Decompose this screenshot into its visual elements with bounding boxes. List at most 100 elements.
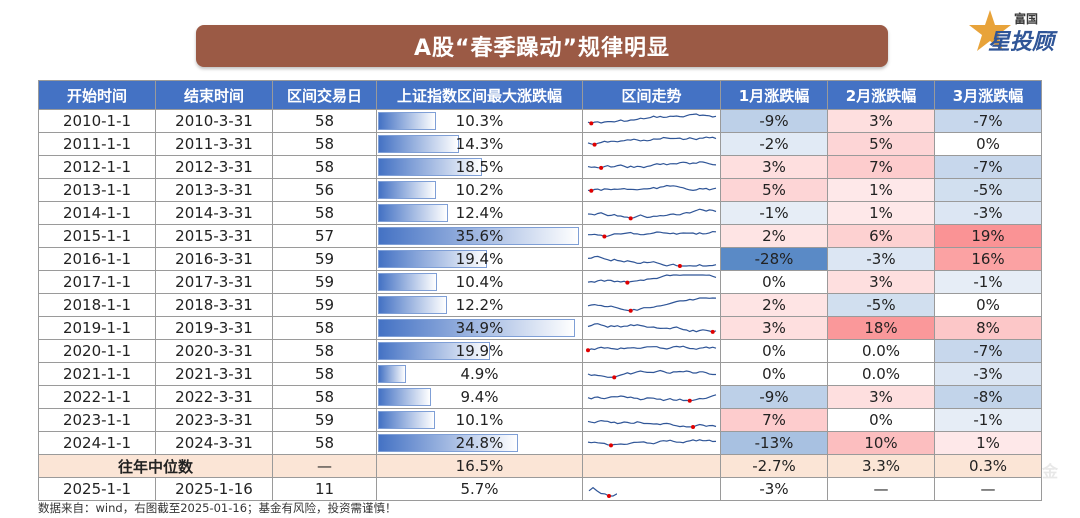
table-row: 2023-1-1 2023-3-31 59 10.1% 7% 0% -1%: [38, 408, 1042, 432]
end-date-cell: 2015-3-31: [155, 224, 273, 248]
trading-days-cell: 59: [272, 408, 377, 432]
median-max-cell: 16.5%: [376, 454, 583, 478]
sparkline-low-marker: [588, 121, 593, 126]
max-change-bar: [378, 411, 435, 429]
max-change-bar: [378, 319, 575, 337]
trend-cell: [582, 408, 721, 432]
feb-change-cell: —: [827, 477, 935, 501]
max-change-bar: [378, 434, 518, 452]
end-date-cell: 2013-3-31: [155, 178, 273, 202]
jan-change-cell: 5%: [720, 178, 828, 202]
sparkline-path: [587, 184, 716, 192]
mar-change-cell: -7%: [934, 155, 1042, 179]
sparkline-low-marker: [690, 425, 695, 429]
max-change-bar: [378, 273, 437, 291]
table-row: 2019-1-1 2019-3-31 58 34.9% 3% 18% 8%: [38, 316, 1042, 340]
median-label-cell: 往年中位数: [38, 454, 273, 478]
feb-change-cell: 0.0%: [827, 339, 935, 363]
feb-change-cell: 10%: [827, 431, 935, 455]
header-row: 开始时间 结束时间 区间交易日 上证指数区间最大涨跌幅 区间走势 1月涨跌幅 2…: [38, 80, 1042, 110]
max-change-cell: 18.5%: [376, 155, 583, 179]
table-row: 2017-1-1 2017-3-31 59 10.4% 0% 3% -1%: [38, 270, 1042, 294]
max-change-cell: 4.9%: [376, 362, 583, 386]
max-change-bar: [378, 227, 579, 245]
trading-days-cell: 58: [272, 132, 377, 156]
table-row: 2022-1-1 2022-3-31 58 9.4% -9% 3% -8%: [38, 385, 1042, 409]
trend-cell: [582, 224, 721, 248]
end-date-cell: 2011-3-31: [155, 132, 273, 156]
max-change-cell: 10.1%: [376, 408, 583, 432]
table-row: 2024-1-1 2024-3-31 58 24.8% -13% 10% 1%: [38, 431, 1042, 455]
sparkline-low-marker: [608, 443, 613, 448]
start-date-cell: 2011-1-1: [38, 132, 156, 156]
sparkline-path: [587, 297, 716, 312]
start-date-cell: 2016-1-1: [38, 247, 156, 271]
table-row: 2014-1-1 2014-3-31 58 12.4% -1% 1% -3%: [38, 201, 1042, 225]
end-date-cell: 2022-3-31: [155, 385, 273, 409]
start-date-cell: 2024-1-1: [38, 431, 156, 455]
trading-days-cell: 58: [272, 431, 377, 455]
median-trend-cell: [582, 454, 721, 478]
feb-change-cell: 1%: [827, 178, 935, 202]
sparkline-low-marker: [624, 280, 629, 285]
max-change-value: 24.8%: [455, 434, 504, 452]
max-change-cell: 14.3%: [376, 132, 583, 156]
trading-days-cell: 58: [272, 362, 377, 386]
mar-change-cell: -5%: [934, 178, 1042, 202]
trend-sparkline: [587, 255, 716, 268]
max-change-cell: 35.6%: [376, 224, 583, 248]
col-header-mar: 3月涨跌幅: [934, 80, 1042, 110]
sparkline-low-marker: [598, 165, 603, 170]
footnote: 数据来自：wind，右图截至2025-01-16；基金有风险，投资需谨慎！: [38, 501, 397, 515]
feb-change-cell: -3%: [827, 247, 935, 271]
max-change-bar: [378, 135, 459, 153]
mar-change-cell: -7%: [934, 109, 1042, 133]
trend-sparkline: [587, 439, 716, 448]
trading-days-cell: 58: [272, 385, 377, 409]
max-change-cell: 9.4%: [376, 385, 583, 409]
feb-change-cell: 0.0%: [827, 362, 935, 386]
logo-small-text: 富国: [1014, 12, 1039, 26]
max-change-cell: 19.4%: [376, 247, 583, 271]
max-change-value: 19.9%: [455, 342, 504, 360]
feb-change-cell: 1%: [827, 201, 935, 225]
start-date-cell: 2018-1-1: [38, 293, 156, 317]
trend-cell: [582, 201, 721, 225]
trend-sparkline: [587, 274, 716, 285]
max-change-value: 14.3%: [455, 135, 504, 153]
max-change-cell: 12.4%: [376, 201, 583, 225]
feb-change-cell: 7%: [827, 155, 935, 179]
mar-change-cell: -1%: [934, 408, 1042, 432]
jan-change-cell: -1%: [720, 201, 828, 225]
sparkline-path: [587, 274, 716, 284]
max-change-value: 19.4%: [455, 250, 504, 268]
sparkline-low-marker: [607, 494, 611, 498]
mar-change-cell: —: [934, 477, 1042, 501]
end-date-cell: 2023-3-31: [155, 408, 273, 432]
end-date-cell: 2018-3-31: [155, 293, 273, 317]
feb-change-cell: 3%: [827, 270, 935, 294]
trend-cell: [582, 477, 721, 501]
col-header-max-change: 上证指数区间最大涨跌幅: [376, 80, 583, 110]
trend-sparkline: [587, 394, 716, 403]
trend-sparkline: [587, 136, 716, 147]
sparkline-path: [587, 323, 716, 333]
trend-cell: [582, 132, 721, 156]
sparkline-path: [587, 161, 716, 169]
logo: 富国 星投顾: [968, 6, 1076, 56]
sparkline-low-marker: [592, 142, 597, 147]
sparkline-path: [587, 230, 716, 238]
trend-cell: [582, 178, 721, 202]
start-date-cell: 2022-1-1: [38, 385, 156, 409]
trend-cell: [582, 431, 721, 455]
end-date-cell: 2014-3-31: [155, 201, 273, 225]
sparkline-path: [587, 255, 716, 267]
sparkline-path: [587, 113, 716, 125]
sparkline-path: [587, 345, 716, 351]
end-date-cell: 2021-3-31: [155, 362, 273, 386]
page-title: A股“春季躁动”规律明显: [414, 36, 670, 61]
trend-sparkline: [587, 230, 716, 239]
star-icon: [969, 10, 1011, 51]
mar-change-cell: 19%: [934, 224, 1042, 248]
sparkline-path: [587, 136, 716, 146]
